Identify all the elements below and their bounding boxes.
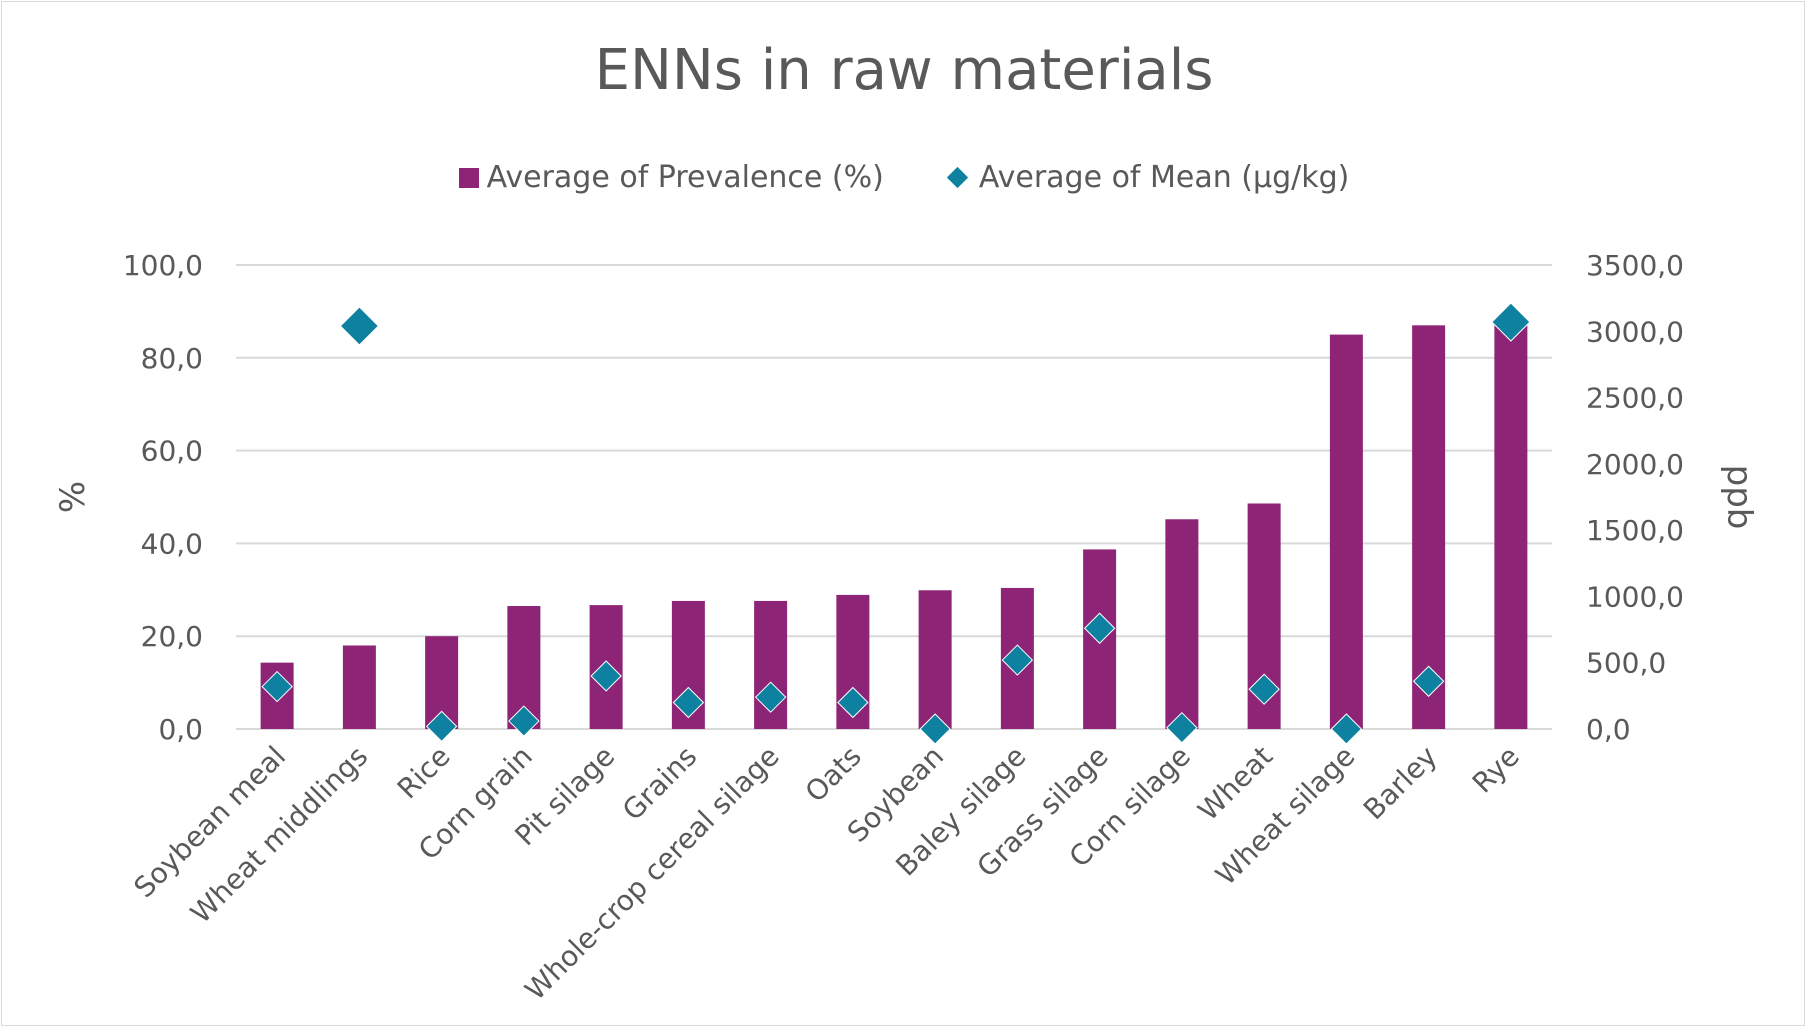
mean-marker — [1412, 665, 1445, 697]
y2-tick-label: 1500,0 — [1586, 514, 1684, 547]
mean-marker — [1001, 644, 1034, 676]
mean-marker — [261, 670, 293, 703]
y-tick-label: 80,0 — [141, 342, 203, 375]
mean-marker — [1330, 713, 1363, 745]
mean-marker — [837, 686, 869, 719]
legend-label-mean: Average of Mean (µg/kg) — [978, 160, 1350, 195]
y-tick-label: 0,0 — [158, 713, 203, 746]
y2-tick-label: 0,0 — [1586, 713, 1631, 746]
mean-marker — [754, 681, 787, 713]
y2-tick-label: 2500,0 — [1586, 382, 1684, 415]
chart-title: ENNs in raw materials — [594, 38, 1214, 103]
bar — [1329, 334, 1363, 729]
y-tick-label: 20,0 — [141, 620, 203, 653]
y2-tick-label: 1000,0 — [1586, 580, 1684, 613]
x-tick-label: Rye — [1466, 740, 1526, 800]
y2-tick-label: 2000,0 — [1586, 448, 1684, 481]
mean-marker — [1491, 302, 1531, 342]
bar — [918, 590, 952, 729]
bar — [342, 645, 376, 729]
x-tick-label: Rice — [391, 740, 457, 806]
x-tick-label: Barley — [1357, 740, 1444, 827]
y2-tick-label: 3000,0 — [1586, 315, 1684, 348]
mean-marker — [919, 713, 951, 745]
y-axis-title: % — [53, 481, 93, 513]
y2-axis-title: ppb — [1719, 465, 1759, 530]
mean-marker — [1166, 711, 1198, 744]
mean-marker — [339, 306, 380, 346]
mean-marker — [590, 660, 622, 692]
legend-item-mean: Average of Mean (µg/kg) — [944, 160, 1350, 195]
chart-legend: Average of Prevalence (%) Average of Mea… — [0, 160, 1808, 195]
bar — [1412, 325, 1446, 729]
mean-marker — [672, 686, 705, 719]
legend-item-prevalence: Average of Prevalence (%) — [458, 160, 884, 195]
mean-marker — [425, 710, 458, 743]
y2-tick-label: 500,0 — [1586, 647, 1666, 680]
mean-marker — [1248, 673, 1280, 705]
bar — [1165, 519, 1199, 729]
bar — [1494, 320, 1528, 729]
y2-tick-label: 3500,0 — [1586, 249, 1684, 282]
y-tick-label: 40,0 — [141, 527, 203, 560]
x-tick-label: Oats — [799, 740, 868, 809]
y-tick-label: 60,0 — [141, 435, 203, 468]
legend-label-prevalence: Average of Prevalence (%) — [486, 160, 884, 195]
y-tick-label: 100,0 — [123, 249, 203, 282]
legend-bar-swatch-icon — [458, 167, 479, 188]
mean-marker — [508, 705, 540, 737]
mean-marker — [1083, 612, 1116, 644]
